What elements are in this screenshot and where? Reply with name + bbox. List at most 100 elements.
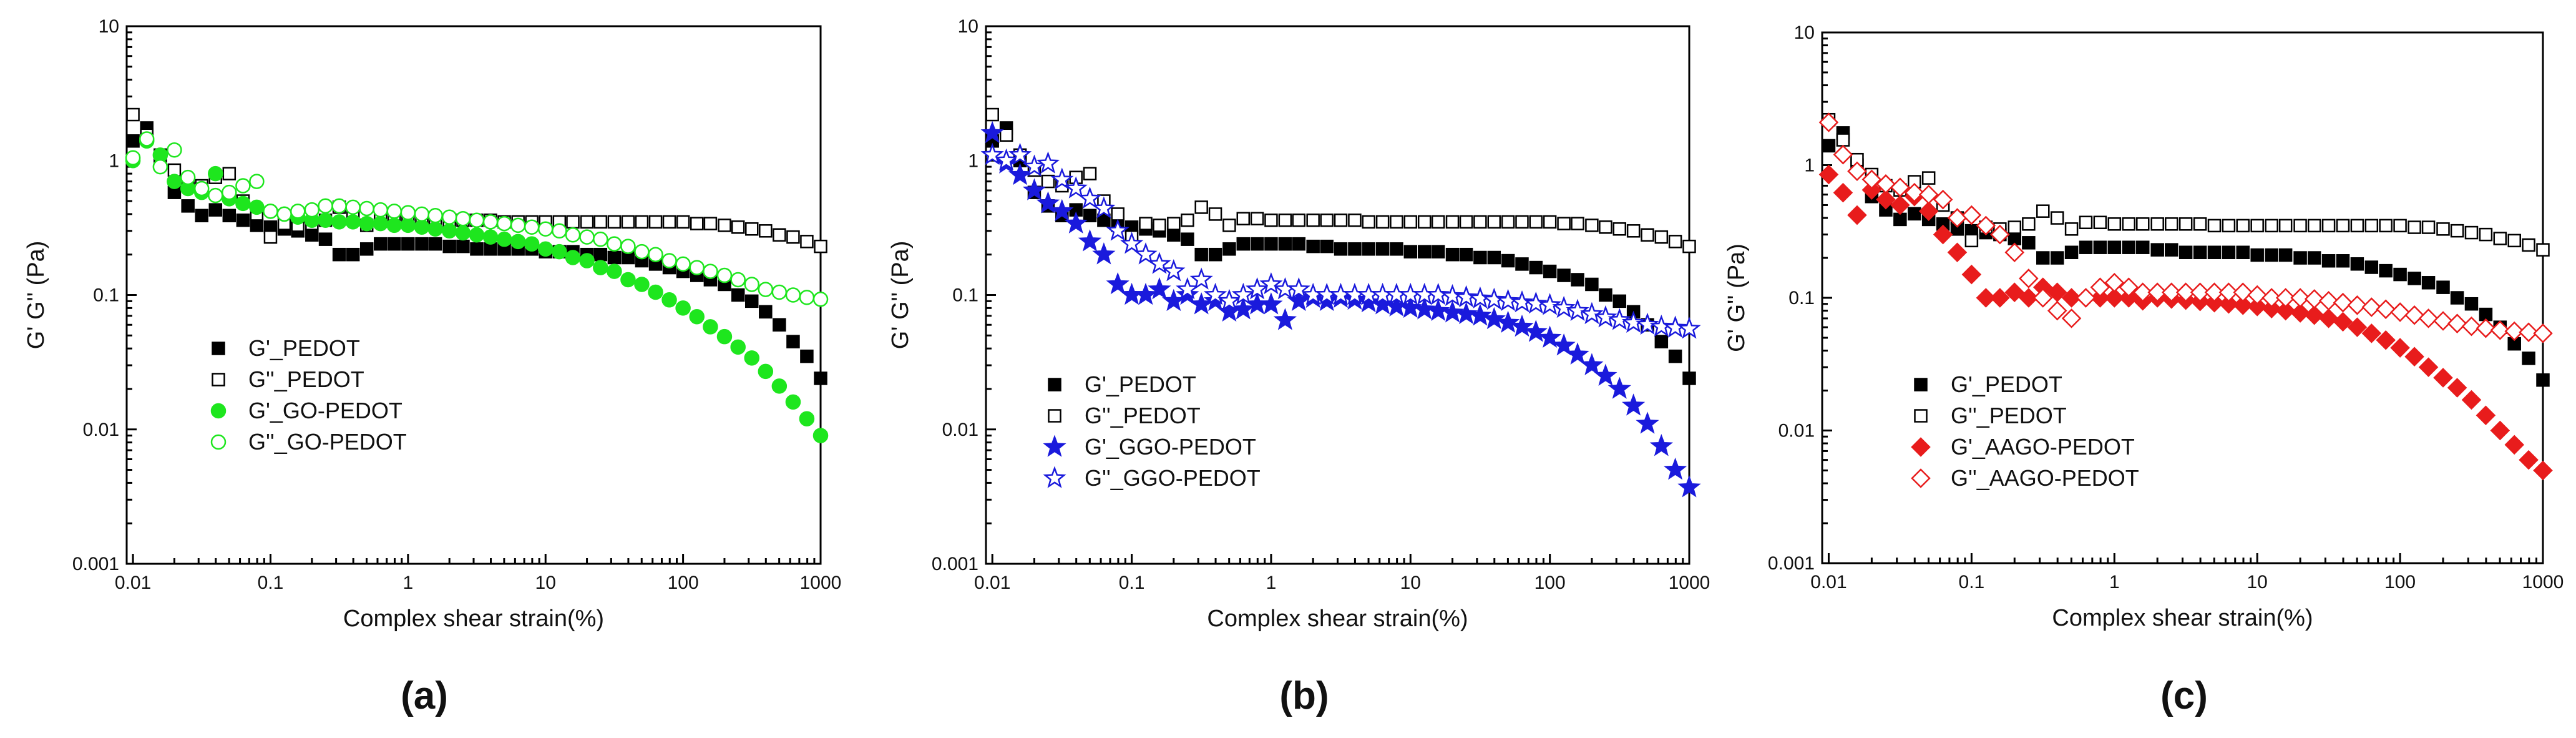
y-tick-label: 0.01 bbox=[1778, 421, 1815, 441]
data-point bbox=[2004, 242, 2025, 263]
data-point bbox=[2318, 308, 2339, 328]
data-point bbox=[1990, 288, 2010, 308]
data-point bbox=[2447, 378, 2467, 398]
data-point bbox=[2036, 251, 2050, 265]
data-point bbox=[318, 232, 333, 246]
data-point bbox=[593, 231, 608, 247]
x-axis: 0.01 0.1 1 10 100 1000 bbox=[974, 554, 1710, 593]
data-point bbox=[2533, 460, 2553, 481]
data-point bbox=[2278, 248, 2293, 262]
data-point bbox=[1861, 169, 1882, 190]
data-point bbox=[181, 199, 195, 213]
data-point bbox=[1908, 207, 1921, 221]
data-point bbox=[1580, 302, 1604, 325]
data-point bbox=[222, 167, 237, 180]
data-point bbox=[1501, 253, 1515, 268]
data-point bbox=[2307, 251, 2321, 265]
data-point bbox=[236, 214, 250, 227]
data-point bbox=[2104, 273, 2125, 293]
data-point bbox=[2393, 219, 2407, 233]
data-point bbox=[1306, 239, 1320, 253]
data-point bbox=[482, 214, 499, 230]
data-point bbox=[2321, 254, 2336, 268]
data-point bbox=[1664, 457, 1687, 480]
data-point bbox=[180, 169, 196, 185]
data-point bbox=[758, 363, 774, 380]
data-point bbox=[2476, 405, 2496, 426]
x-tick-label: 10 bbox=[535, 573, 556, 593]
data-point bbox=[648, 215, 663, 229]
data-point bbox=[126, 134, 140, 148]
series-G''_GGO-PEDOT bbox=[980, 142, 1701, 339]
data-point bbox=[1649, 434, 1674, 456]
data-point bbox=[1654, 335, 1669, 348]
data-point bbox=[2450, 291, 2464, 305]
data-point bbox=[2418, 357, 2439, 377]
data-point bbox=[621, 215, 635, 229]
y-tick-label: 1 bbox=[109, 150, 119, 171]
data-point bbox=[235, 178, 251, 194]
data-point bbox=[2533, 323, 2553, 343]
data-point bbox=[1905, 182, 1925, 203]
data-point bbox=[2193, 217, 2207, 231]
data-point bbox=[1608, 376, 1631, 399]
data-point bbox=[2519, 450, 2539, 470]
data-point bbox=[2050, 251, 2064, 265]
data-point bbox=[414, 219, 430, 235]
legend-label: G''_PEDOT bbox=[248, 367, 364, 392]
data-point bbox=[414, 206, 430, 222]
data-point bbox=[799, 290, 815, 305]
x-tick-label: 100 bbox=[2384, 572, 2416, 593]
data-point bbox=[716, 328, 733, 345]
data-point bbox=[359, 200, 374, 217]
data-point bbox=[2376, 330, 2396, 350]
data-point bbox=[2136, 240, 2150, 254]
data-point bbox=[1947, 242, 1968, 263]
data-point bbox=[1612, 294, 1627, 308]
data-point bbox=[2178, 245, 2193, 259]
data-point bbox=[1167, 217, 1181, 230]
data-point bbox=[1022, 178, 1046, 200]
data-point bbox=[2250, 219, 2264, 233]
y-axis: 0.001 0.01 0.1 1 10 bbox=[1768, 22, 1832, 574]
data-point bbox=[1636, 312, 1659, 335]
data-point bbox=[1976, 288, 1996, 308]
data-point bbox=[565, 227, 581, 243]
y-axis-label: G' G'' (Pa) bbox=[1724, 244, 1750, 352]
data-point bbox=[593, 215, 608, 229]
data-point bbox=[1181, 232, 1194, 246]
data-point bbox=[1426, 282, 1450, 305]
data-point bbox=[222, 184, 237, 200]
data-point bbox=[2536, 243, 2550, 257]
data-point bbox=[235, 195, 251, 212]
data-point bbox=[1403, 215, 1418, 229]
data-point bbox=[2107, 217, 2122, 231]
data-point bbox=[1273, 308, 1297, 330]
data-point bbox=[332, 247, 346, 262]
data-point bbox=[1818, 112, 1839, 132]
data-point bbox=[980, 121, 1004, 144]
data-point bbox=[222, 209, 237, 223]
data-point bbox=[1203, 282, 1227, 305]
data-point bbox=[1259, 292, 1283, 315]
legend-label: G''_PEDOT bbox=[1951, 403, 2067, 428]
data-point bbox=[2379, 263, 2393, 278]
data-point bbox=[2193, 245, 2207, 259]
data-point bbox=[305, 228, 319, 242]
data-point bbox=[152, 159, 168, 175]
legend-label: G'_GGO-PEDOT bbox=[1085, 434, 1256, 460]
x-tick-label: 100 bbox=[668, 573, 699, 593]
data-point bbox=[1008, 162, 1032, 185]
data-point bbox=[676, 215, 690, 229]
data-point bbox=[1092, 242, 1116, 265]
data-point bbox=[607, 250, 622, 265]
data-point bbox=[2421, 220, 2436, 234]
data-point bbox=[2236, 219, 2250, 233]
data-point bbox=[2204, 282, 2225, 302]
data-point bbox=[2236, 245, 2250, 259]
data-point bbox=[1189, 267, 1213, 290]
legend-marker bbox=[1914, 409, 1928, 423]
data-point bbox=[2433, 368, 2453, 388]
data-point bbox=[579, 253, 595, 268]
data-point bbox=[250, 219, 264, 232]
